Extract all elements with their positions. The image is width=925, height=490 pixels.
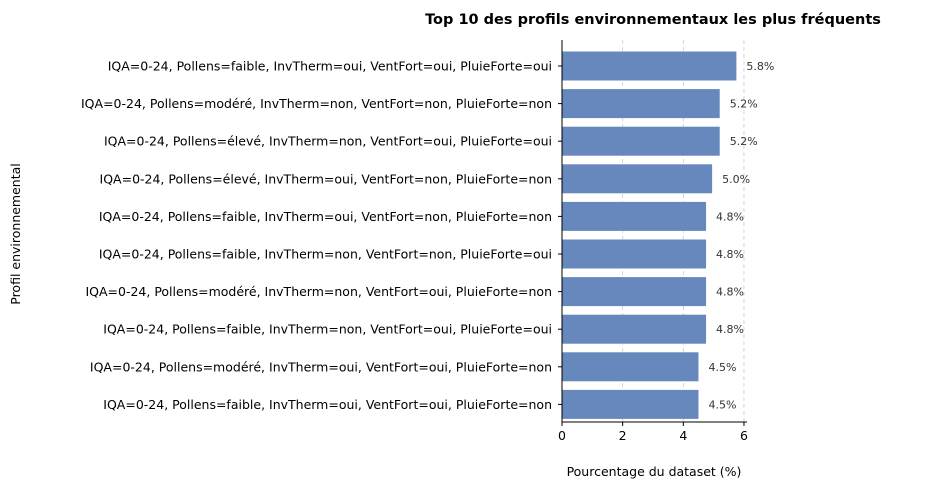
bar [562, 126, 720, 156]
data-label: 4.8% [716, 210, 744, 223]
category-label: IQA=0-24, Pollens=faible, InvTherm=non, … [103, 322, 552, 337]
category-label: IQA=0-24, Pollens=faible, InvTherm=oui, … [108, 59, 552, 74]
axes: 0 2 4 6 [558, 40, 748, 443]
y-axis-label: Profil environnemental [8, 163, 23, 305]
category-label: IQA=0-24, Pollens=modéré, InvTherm=non, … [85, 284, 552, 299]
chart-title: Top 10 des profils environnementaux les … [425, 12, 881, 28]
bar [562, 352, 699, 382]
bar [562, 277, 707, 307]
category-label: IQA=0-24, Pollens=modéré, InvTherm=oui, … [90, 359, 552, 374]
bar [562, 389, 699, 419]
category-label: IQA=0-24, Pollens=faible, InvTherm=non, … [99, 247, 552, 262]
data-label: 5.0% [722, 173, 750, 186]
category-labels: IQA=0-24, Pollens=faible, InvTherm=oui, … [81, 59, 552, 412]
category-label: IQA=0-24, Pollens=élevé, InvTherm=oui, V… [100, 171, 552, 186]
bar [562, 201, 707, 231]
x-tick-label: 4 [679, 428, 687, 443]
bar [562, 239, 707, 269]
data-label: 4.8% [716, 286, 744, 299]
x-tick-label: 2 [619, 428, 627, 443]
x-axis-label: Pourcentage du dataset (%) [567, 464, 742, 479]
data-label: 4.5% [708, 398, 736, 411]
category-label: IQA=0-24, Pollens=modéré, InvTherm=non, … [81, 96, 552, 111]
x-tick-label: 0 [558, 428, 566, 443]
data-labels: 5.8% 5.2% 5.2% 5.0% 4.8% 4.8% 4.8% 4.8% 4.5% 4.5% [708, 60, 774, 411]
data-label: 5.2% [730, 98, 758, 111]
bar [562, 164, 713, 194]
data-label: 4.5% [708, 361, 736, 374]
category-label: IQA=0-24, Pollens=faible, InvTherm=oui, … [99, 209, 552, 224]
data-label: 5.2% [730, 135, 758, 148]
data-label: 4.8% [716, 323, 744, 336]
bar [562, 51, 737, 81]
bars-layer [562, 51, 737, 419]
category-label: IQA=0-24, Pollens=élevé, InvTherm=non, V… [104, 134, 552, 149]
bar [562, 89, 720, 119]
x-tick-label: 6 [740, 428, 748, 443]
data-label: 4.8% [716, 248, 744, 261]
bar [562, 314, 707, 344]
category-label: IQA=0-24, Pollens=faible, InvTherm=oui, … [103, 397, 552, 412]
data-label: 5.8% [746, 60, 774, 73]
